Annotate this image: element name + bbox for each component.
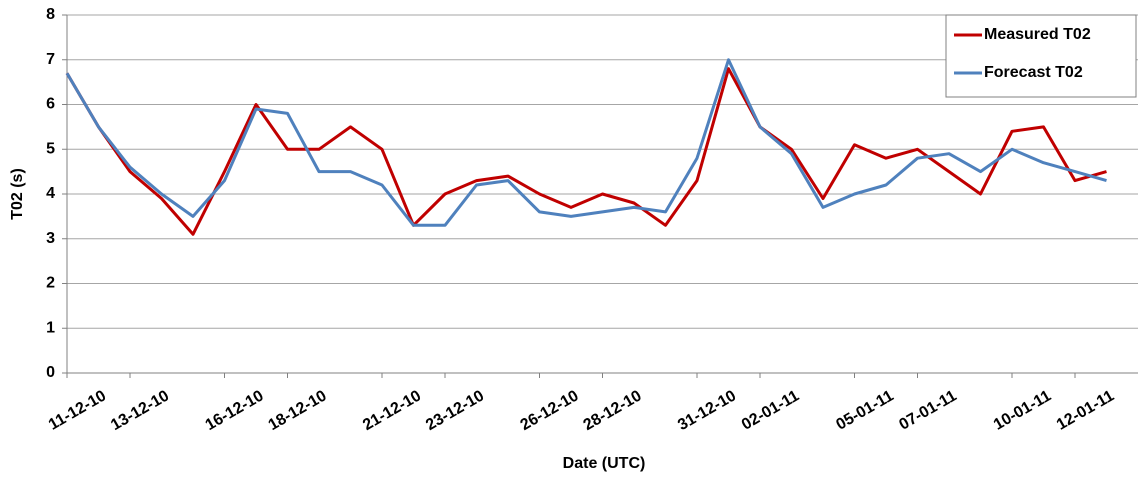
legend-label: Forecast T02: [984, 64, 1083, 81]
y-tick-label: 7: [46, 51, 55, 68]
y-tick-label: 6: [46, 96, 55, 113]
legend-label: Measured T02: [984, 26, 1091, 43]
x-tick-label: 10-01-11: [991, 387, 1054, 433]
x-tick-label: 28-12-10: [581, 387, 645, 434]
x-tick-label: 05-01-11: [833, 387, 896, 433]
x-tick-label: 07-01-11: [896, 387, 959, 433]
y-tick-label: 3: [46, 230, 55, 247]
series-line: [65, 67, 1107, 236]
x-tick-label: 13-12-10: [108, 387, 172, 434]
x-tick-label: 02-01-11: [739, 387, 802, 433]
x-tick-label: 23-12-10: [423, 387, 487, 434]
y-tick-label: 4: [46, 185, 55, 202]
x-tick-label: 26-12-10: [518, 387, 582, 434]
y-axis-label: T02 (s): [9, 168, 26, 220]
y-tick-label: 1: [46, 319, 55, 336]
x-tick-label: 11-12-10: [46, 387, 109, 433]
x-tick-label: 31-12-10: [675, 387, 739, 434]
y-tick-label: 8: [46, 6, 55, 23]
x-tick-label: 12-01-11: [1054, 387, 1117, 433]
x-axis-label: Date (UTC): [563, 455, 646, 472]
legend-box: [945, 14, 1137, 98]
y-tick-label: 0: [46, 364, 55, 381]
x-tick-label: 21-12-10: [360, 387, 424, 434]
y-tick-label: 5: [46, 140, 55, 157]
x-tick-label: 16-12-10: [203, 387, 267, 434]
y-tick-label: 2: [46, 275, 55, 292]
series-line: [65, 58, 1107, 227]
x-tick-label: 18-12-10: [266, 387, 330, 434]
